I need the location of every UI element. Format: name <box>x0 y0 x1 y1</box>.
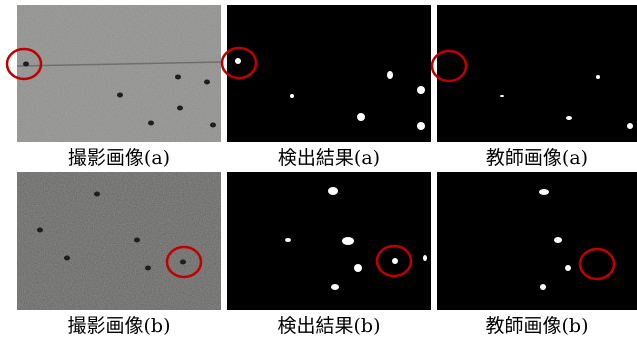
blob <box>328 187 338 195</box>
blob <box>392 258 398 264</box>
blob <box>540 284 546 290</box>
blob <box>417 86 425 94</box>
panel: 撮影画像(a) <box>7 5 221 169</box>
pit <box>210 123 216 128</box>
pit <box>117 93 123 98</box>
panel: 検出結果(a) <box>222 5 431 169</box>
caption: 撮影画像(b) <box>68 315 171 337</box>
blob <box>290 94 294 98</box>
mask <box>437 5 637 142</box>
pit <box>175 75 181 80</box>
blob <box>627 123 633 129</box>
blob <box>554 237 562 243</box>
pit <box>134 238 140 243</box>
blob <box>565 265 571 271</box>
figure: 撮影画像(a) 検出結果(a) 教師画像(a) 撮影画像(b) 検出結果(b) 教師画像(… <box>0 0 637 338</box>
blob <box>331 284 339 290</box>
blob <box>235 58 241 64</box>
blob <box>342 237 354 245</box>
pit <box>204 80 210 85</box>
blob <box>417 122 425 130</box>
panel: 教師画像(a) <box>432 5 637 169</box>
blob <box>387 71 393 79</box>
blob <box>423 255 427 261</box>
mask <box>227 5 431 142</box>
blob <box>566 116 572 120</box>
panel: 撮影画像(b) <box>17 172 221 337</box>
blob <box>596 75 600 79</box>
caption: 撮影画像(a) <box>68 147 170 169</box>
panel: 検出結果(b) <box>227 172 431 337</box>
panel: 教師画像(b) <box>437 172 637 337</box>
caption: 検出結果(a) <box>278 147 380 169</box>
pit <box>177 106 183 111</box>
caption: 教師画像(a) <box>486 147 588 169</box>
caption: 教師画像(b) <box>486 315 589 337</box>
pit <box>180 260 186 265</box>
blob <box>539 189 549 195</box>
blob <box>354 264 362 272</box>
blob <box>500 95 504 97</box>
pit <box>94 192 100 197</box>
photo-texture <box>17 172 221 310</box>
blob <box>357 113 365 121</box>
photo-texture <box>17 5 221 142</box>
pit <box>64 256 70 261</box>
pit <box>37 228 43 233</box>
pit <box>148 121 154 126</box>
mask <box>437 172 637 310</box>
pit <box>23 62 29 67</box>
caption: 検出結果(b) <box>278 315 381 337</box>
blob <box>285 238 291 242</box>
pit <box>145 266 151 271</box>
